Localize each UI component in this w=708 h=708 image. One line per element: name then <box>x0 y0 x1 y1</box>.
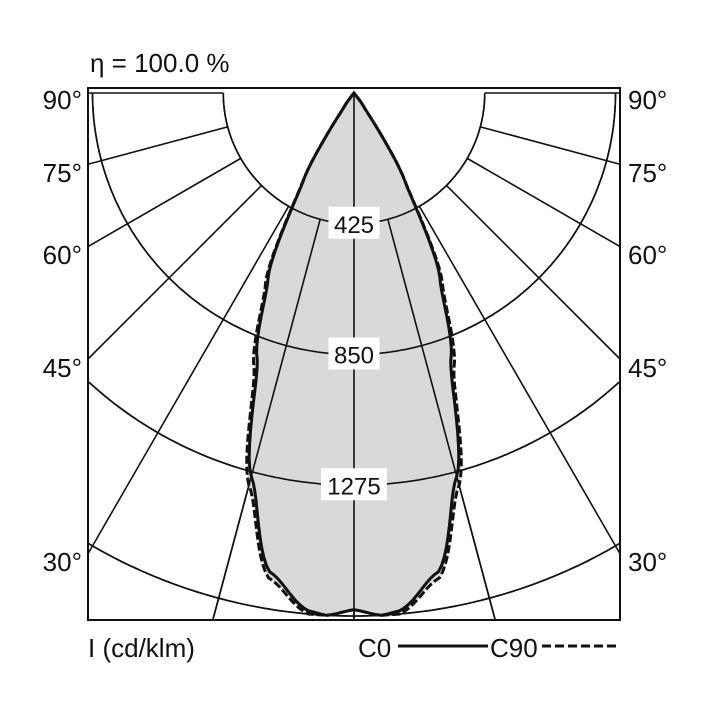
angle-label-left: 45° <box>43 353 82 383</box>
radial-line-30 <box>418 205 621 555</box>
radial-line-45 <box>87 184 263 360</box>
curve-c0 <box>247 90 461 617</box>
legend-c0-label: C0 <box>358 633 391 663</box>
ring-label-bg <box>321 468 387 501</box>
ring-label: 850 <box>334 343 374 370</box>
radial-line-60 <box>466 157 621 248</box>
radial-line-45 <box>445 184 621 360</box>
angle-labels: 90° 90° 75° 75° 60° 60° 45° 45° 30° 30° <box>43 85 668 577</box>
angle-label-left: 90° <box>43 85 82 115</box>
ring-label: 1275 <box>327 473 380 500</box>
angle-label-left: 75° <box>43 158 82 188</box>
angle-label-right: 60° <box>628 240 667 270</box>
radial-line-30 <box>87 205 290 555</box>
unit-label: I (cd/klm) <box>88 633 195 663</box>
angle-label-right: 90° <box>628 85 667 115</box>
angle-label-left: 30° <box>43 547 82 577</box>
ring-labels: 425 850 1275 <box>321 206 387 501</box>
angle-label-left: 60° <box>43 240 82 270</box>
plot-frame <box>87 87 621 621</box>
radial-line-inner-15 <box>387 219 496 621</box>
ring-label: 425 <box>334 212 374 239</box>
angle-label-right: 45° <box>628 353 667 383</box>
ring-label-bg <box>328 337 380 370</box>
radial-line-inner-15 <box>212 219 321 621</box>
radial-line-75 <box>87 126 228 166</box>
ring-inner-1700 <box>88 542 620 617</box>
chart-title: η = 100.0 % <box>90 48 230 78</box>
angle-label-right: 30° <box>628 547 667 577</box>
legend-c90-label: C90 <box>490 633 538 663</box>
angle-label-right: 75° <box>628 158 667 188</box>
ring-label-bg <box>328 206 380 239</box>
radial-line-60 <box>87 157 242 248</box>
radial-line-75 <box>480 126 621 166</box>
